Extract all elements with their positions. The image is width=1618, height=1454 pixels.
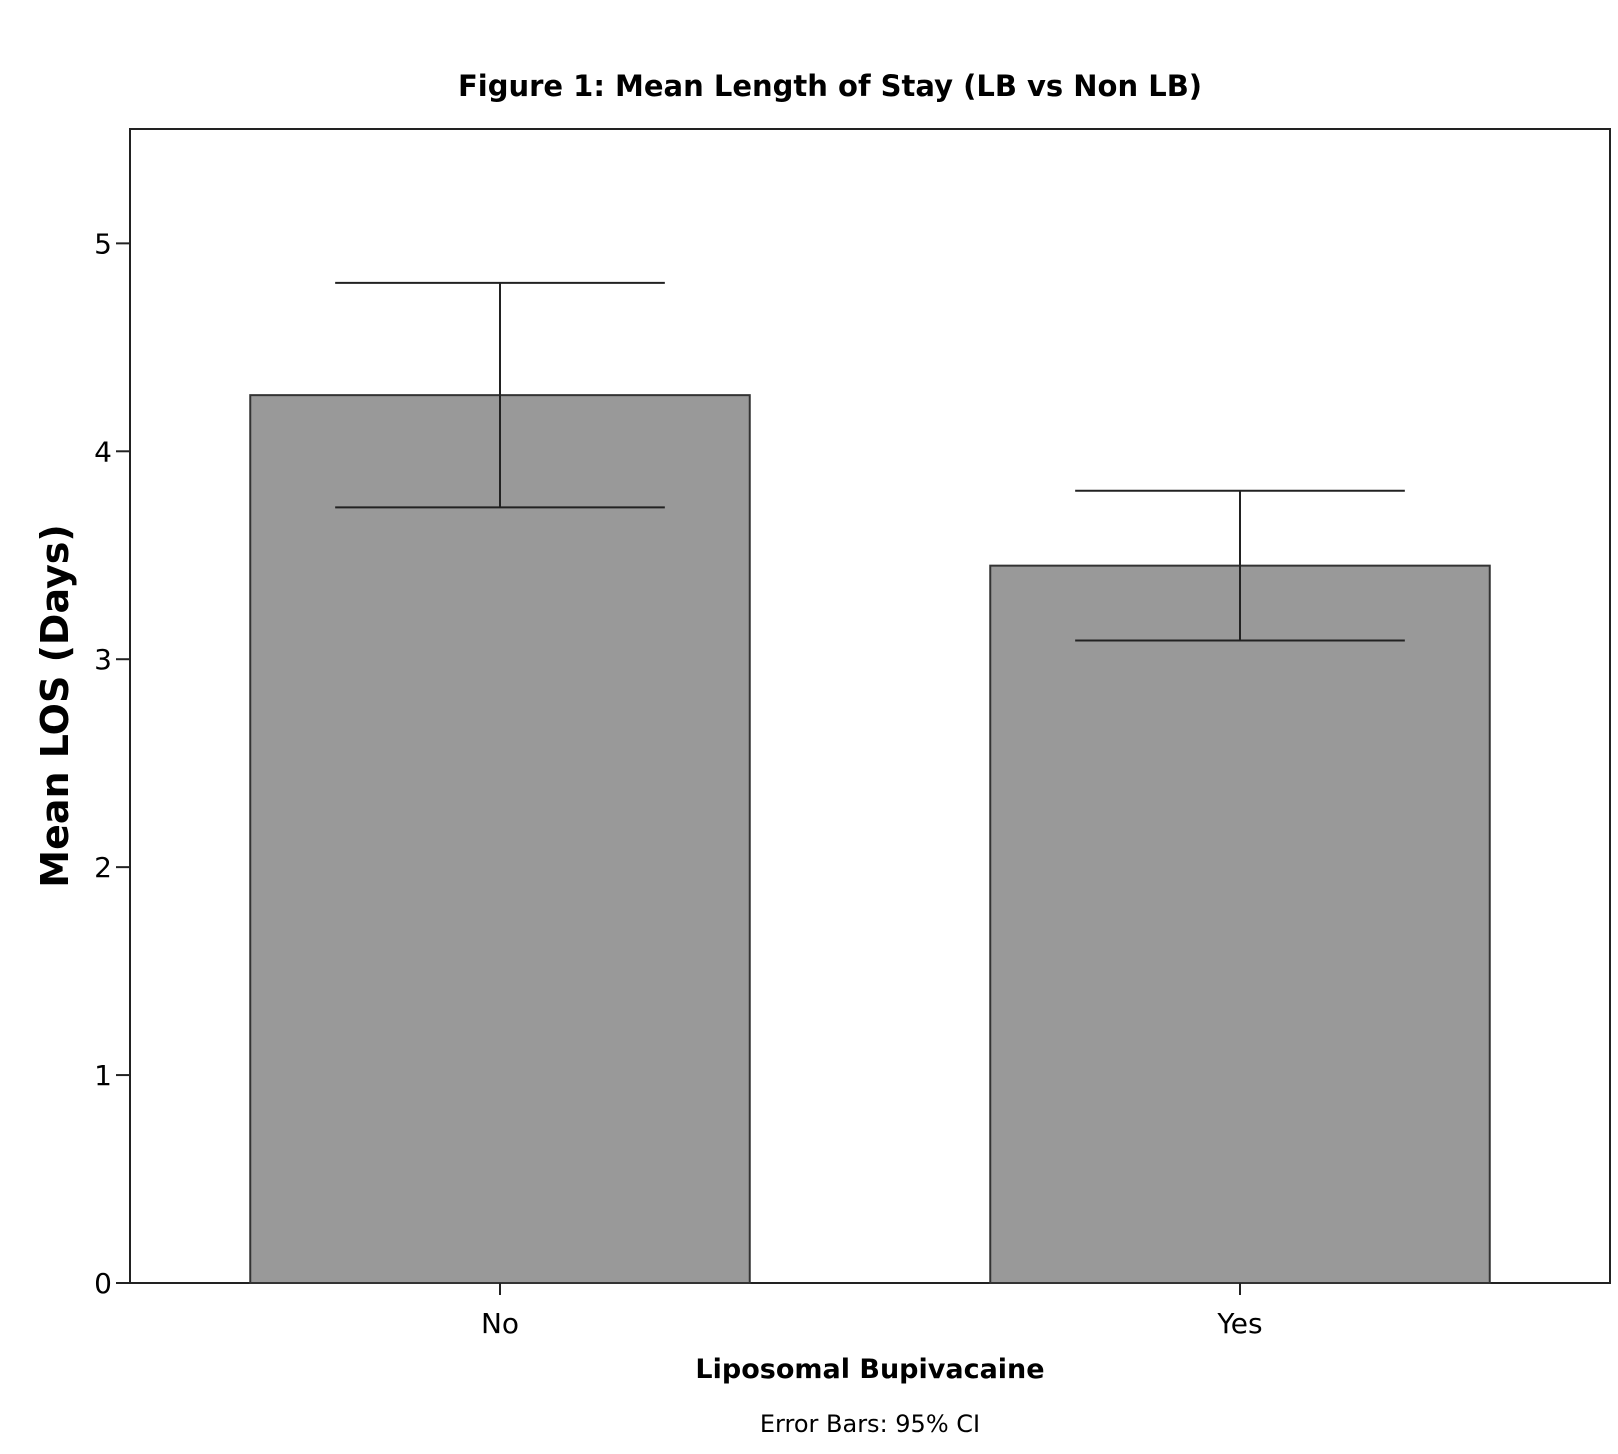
y-axis-label: Mean LOS (Days) [33, 524, 77, 887]
y-tick-label: 4 [94, 435, 112, 468]
error-bar-yes [1075, 489, 1405, 642]
x-axis-label: Liposomal Bupivacaine [695, 1354, 1044, 1385]
y-tick-label: 2 [94, 851, 112, 884]
bars [249, 394, 1491, 1284]
error-bar-note: Error Bars: 95% CI [760, 1410, 980, 1438]
plot-frame [129, 128, 1611, 1284]
y-tick-label: 1 [94, 1059, 112, 1092]
y-axis: 0 1 2 3 4 5 [94, 227, 130, 1300]
x-tick-label-no: No [481, 1307, 519, 1340]
error-bars [335, 281, 1405, 642]
x-axis: No Yes [481, 1283, 1263, 1340]
y-tick-label: 5 [94, 227, 112, 260]
y-tick-label: 3 [94, 643, 112, 676]
x-tick-label-yes: Yes [1216, 1307, 1262, 1340]
chart-title: Figure 1: Mean Length of Stay (LB vs Non… [458, 69, 1202, 103]
bar-yes [989, 564, 1491, 1284]
y-tick-label: 0 [94, 1267, 112, 1300]
bar-no [249, 394, 751, 1284]
error-bar-no [335, 281, 665, 509]
